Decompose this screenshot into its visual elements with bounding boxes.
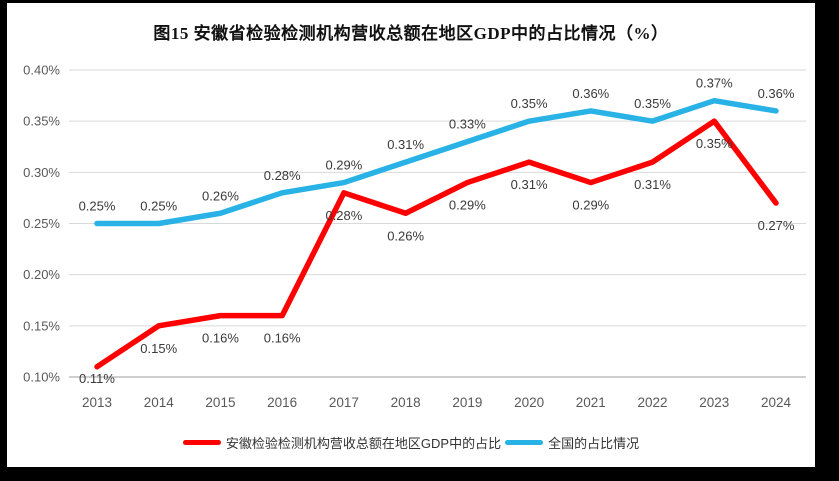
y-tick-label: 0.30%	[23, 165, 60, 180]
chart-title: 图15 安徽省检验检测机构营收总额在地区GDP中的占比情况（%）	[153, 24, 669, 43]
data-label: 0.28%	[264, 168, 301, 183]
x-tick-label: 2017	[329, 395, 359, 410]
data-label: 0.33%	[449, 117, 486, 132]
data-label: 0.25%	[140, 199, 177, 214]
data-label: 0.15%	[140, 341, 177, 356]
x-tick-label: 2015	[205, 395, 235, 410]
x-tick-label: 2023	[699, 395, 729, 410]
x-tick-label: 2021	[576, 395, 606, 410]
data-label: 0.36%	[758, 86, 795, 101]
line-chart: 0.10% 0.15% 0.20% 0.25% 0.30% 0.35% 0.40% 2013 2…	[23, 63, 806, 410]
data-label: 0.36%	[572, 86, 609, 101]
data-label: 0.11%	[79, 371, 115, 386]
x-tick-label: 2019	[452, 395, 482, 410]
series-line-1	[94, 97, 779, 227]
data-label: 0.31%	[511, 177, 548, 192]
legend-swatch-national-blue-line-icon	[505, 440, 544, 445]
x-tick-label: 2013	[82, 395, 112, 410]
x-tick-label: 2024	[761, 395, 792, 410]
data-label: 0.29%	[572, 198, 609, 213]
x-tick-label: 2014	[144, 395, 175, 410]
data-label: 0.35%	[511, 96, 548, 111]
legend-label-anhui: 安徽检验检测机构营收总额在地区GDP中的占比	[225, 436, 502, 451]
chart-canvas: 图15 安徽省检验检测机构营收总额在地区GDP中的占比情况（%） 0.10% 0.…	[7, 3, 815, 467]
data-label: 0.35%	[696, 136, 733, 151]
y-tick-label: 0.10%	[23, 370, 60, 385]
series-line-0	[94, 118, 779, 370]
chart-legend: 安徽检验检测机构营收总额在地区GDP中的占比 全国的占比情况	[7, 433, 815, 452]
data-label: 0.16%	[264, 331, 301, 346]
data-label: 0.26%	[387, 228, 424, 243]
data-label: 0.29%	[449, 198, 486, 213]
data-label: 0.31%	[387, 137, 424, 152]
x-tick-label: 2020	[514, 395, 544, 410]
data-label: 0.16%	[202, 331, 239, 346]
x-tick-label: 2016	[267, 395, 297, 410]
x-tick-label: 2022	[638, 395, 668, 410]
legend-swatch-anhui-red-line-icon	[182, 440, 221, 445]
y-tick-label: 0.20%	[23, 267, 60, 282]
data-label: 0.31%	[634, 177, 671, 192]
legend-item-national: 全国的占比情况	[505, 433, 639, 452]
x-tick-label: 2018	[391, 395, 421, 410]
y-tick-label: 0.40%	[23, 63, 60, 78]
legend-label-national: 全国的占比情况	[548, 436, 640, 451]
legend-item-anhui: 安徽检验检测机构营收总额在地区GDP中的占比	[182, 433, 502, 452]
data-label: 0.35%	[634, 96, 671, 111]
data-label: 0.29%	[325, 158, 362, 173]
data-label: 0.25%	[79, 199, 116, 214]
y-tick-label: 0.35%	[23, 114, 60, 129]
data-label: 0.27%	[758, 218, 795, 233]
data-label: 0.28%	[325, 208, 362, 223]
data-label: 0.26%	[202, 188, 239, 203]
y-tick-label: 0.25%	[23, 216, 60, 231]
data-label: 0.37%	[696, 76, 733, 91]
y-tick-label: 0.15%	[23, 318, 60, 333]
